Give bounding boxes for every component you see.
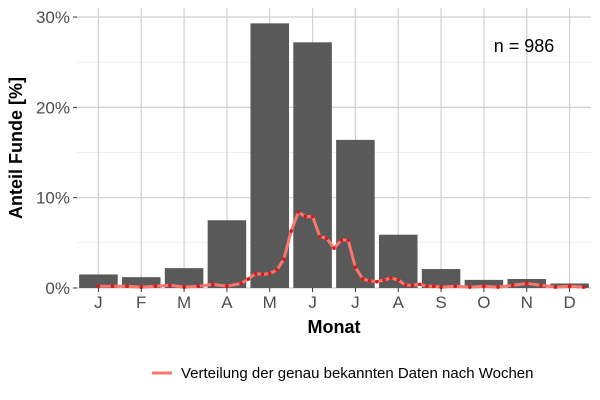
x-tick-label: M: [263, 293, 277, 312]
bar-2: [164, 268, 204, 288]
line-point-37: [432, 284, 436, 288]
line-point-33: [403, 283, 408, 288]
line-point-15: [275, 268, 279, 272]
bar-1: [121, 277, 161, 288]
line-point-34: [410, 283, 415, 288]
line-point-19: [303, 214, 308, 219]
line-point-6: [182, 285, 186, 289]
bar-5: [293, 42, 332, 288]
x-tick-label: J: [351, 293, 360, 312]
line-point-36: [425, 284, 429, 288]
y-tick-label: 0%: [45, 279, 70, 298]
line-point-18: [296, 210, 301, 214]
sample-size-annotation: n = 986: [494, 36, 555, 56]
line-point-47: [567, 284, 572, 288]
y-axis: 0% 10% 20% 30%: [36, 8, 77, 298]
line-series: [96, 210, 586, 289]
bar-0: [79, 274, 118, 288]
line-point-7: [196, 284, 201, 288]
line-point-28: [367, 278, 372, 283]
line-point-8: [210, 282, 215, 287]
line-point-11: [246, 277, 251, 281]
y-tick-label: 20%: [36, 98, 70, 117]
line-point-26: [353, 265, 358, 270]
line-point-44: [524, 281, 529, 286]
line-point-16: [282, 257, 286, 261]
x-tick-label: O: [477, 293, 490, 312]
x-tick-label: F: [136, 293, 146, 312]
line-point-17: [289, 229, 293, 233]
x-axis-title: Monat: [308, 317, 361, 337]
line-point-22: [324, 236, 329, 241]
x-tick-label: M: [177, 293, 191, 312]
line-point-13: [260, 272, 265, 277]
x-tick-label: D: [563, 293, 575, 312]
line-point-5: [168, 283, 172, 288]
bar-8: [421, 269, 461, 288]
line-point-32: [396, 278, 401, 282]
bar-9: [464, 279, 504, 288]
line-point-1: [110, 284, 115, 288]
line-point-4: [153, 284, 158, 288]
line-point-25: [346, 238, 350, 242]
x-tick-label: A: [393, 293, 405, 312]
line-point-41: [482, 284, 486, 288]
plot-panel: [77, 8, 591, 288]
line-point-43: [510, 283, 515, 288]
line-point-23: [332, 246, 336, 251]
line-point-21: [318, 234, 322, 239]
line-point-14: [267, 271, 272, 276]
line-point-31: [389, 276, 393, 280]
line-point-24: [339, 238, 344, 242]
line-point-42: [496, 285, 500, 289]
line-point-12: [253, 271, 258, 276]
line-point-30: [382, 278, 386, 282]
bar-3: [207, 220, 247, 288]
y-axis-title: Anteil Funde [%]: [6, 77, 26, 219]
x-tick-label: J: [94, 293, 103, 312]
x-tick-label: J: [308, 293, 317, 312]
line-point-39: [453, 284, 458, 288]
line-point-0: [96, 284, 101, 288]
line-point-35: [417, 282, 422, 287]
y-tick-label: 30%: [36, 8, 70, 27]
x-tick-label: S: [435, 293, 446, 312]
line-point-20: [310, 214, 315, 219]
line-point-10: [239, 281, 243, 286]
y-tick-label: 10%: [36, 189, 70, 208]
line-point-9: [225, 284, 229, 288]
line-point-38: [439, 285, 443, 289]
line-point-29: [375, 279, 379, 284]
line-point-46: [553, 285, 558, 289]
line-point-27: [360, 277, 365, 281]
line-point-2: [125, 284, 129, 288]
legend-label: Verteilung der genau bekannten Daten nac…: [181, 365, 534, 382]
line-point-48: [581, 285, 586, 289]
line-point-45: [539, 283, 543, 288]
bars: [79, 23, 589, 289]
bar-4: [250, 23, 290, 289]
line-point-3: [139, 285, 144, 289]
x-tick-label: N: [521, 293, 533, 312]
legend: Verteilung der genau bekannten Daten nac…: [152, 365, 534, 382]
x-tick-label: A: [221, 293, 233, 312]
line-point-40: [467, 285, 472, 289]
